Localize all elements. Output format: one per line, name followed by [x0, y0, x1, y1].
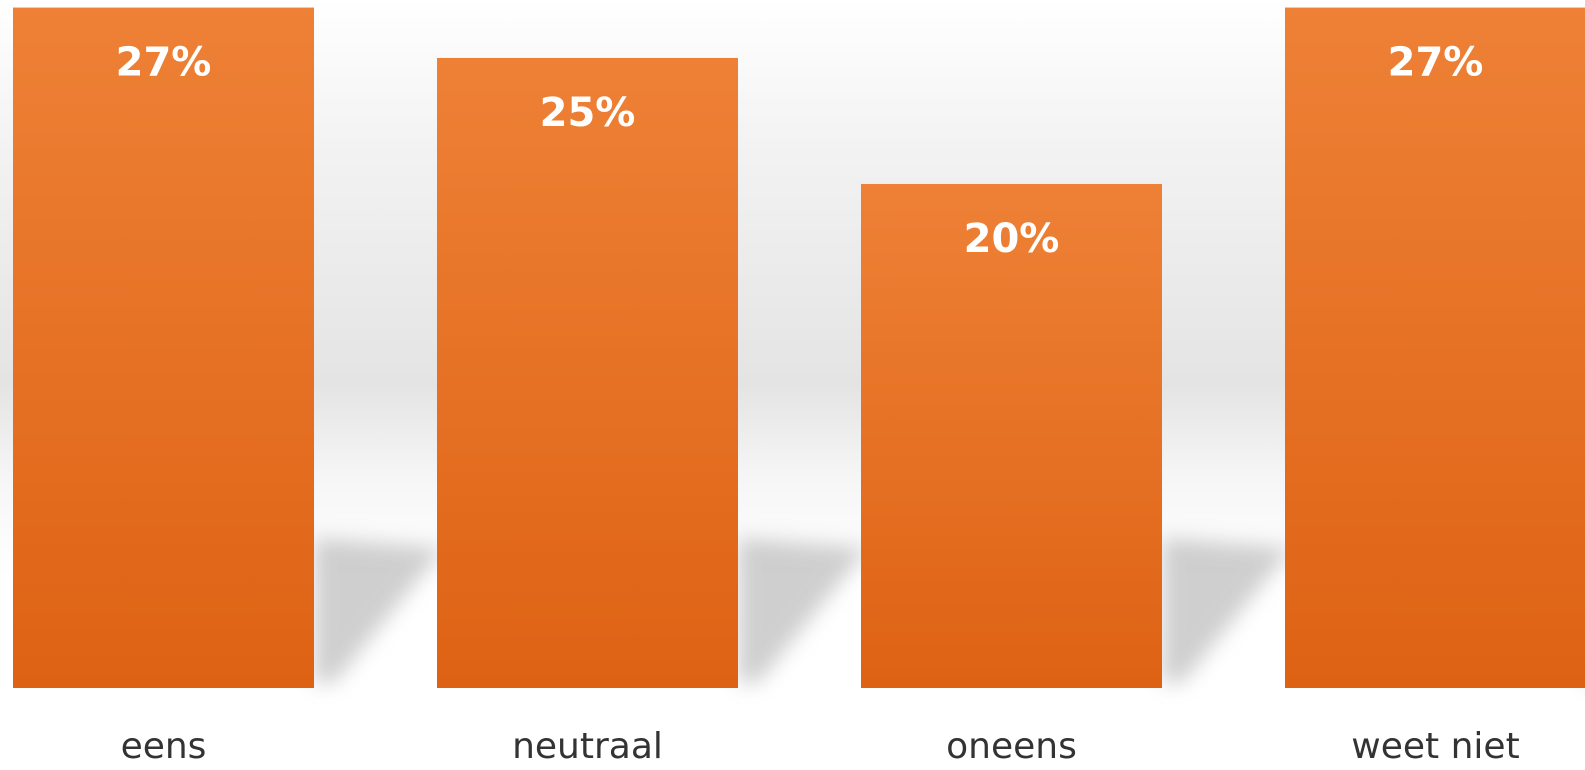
- bar-shadows: [314, 538, 1292, 683]
- data-label-eens: 27%: [116, 40, 212, 86]
- category-labels-group: eens neutraal oneens weet niet: [121, 726, 1520, 767]
- bar-shadow-eens: [314, 538, 444, 683]
- value-labels-group: 27% 25% 20% 27%: [116, 40, 1484, 262]
- bar-eens: [13, 7, 314, 689]
- bar-oneens: [861, 183, 1162, 688]
- data-label-weet-niet: 27%: [1388, 40, 1484, 86]
- bar-shadow-neutraal: [738, 538, 868, 683]
- bar-shadow-oneens: [1162, 538, 1292, 683]
- category-label-eens: eens: [121, 726, 207, 767]
- category-label-weet-niet: weet niet: [1351, 726, 1519, 767]
- data-label-oneens: 20%: [964, 216, 1060, 262]
- category-label-neutraal: neutraal: [512, 726, 663, 767]
- bars-group: [13, 7, 1585, 689]
- bar-weet-niet: [1285, 7, 1585, 689]
- category-label-oneens: oneens: [946, 726, 1077, 767]
- bar-neutraal: [437, 57, 738, 688]
- data-label-neutraal: 25%: [540, 90, 636, 136]
